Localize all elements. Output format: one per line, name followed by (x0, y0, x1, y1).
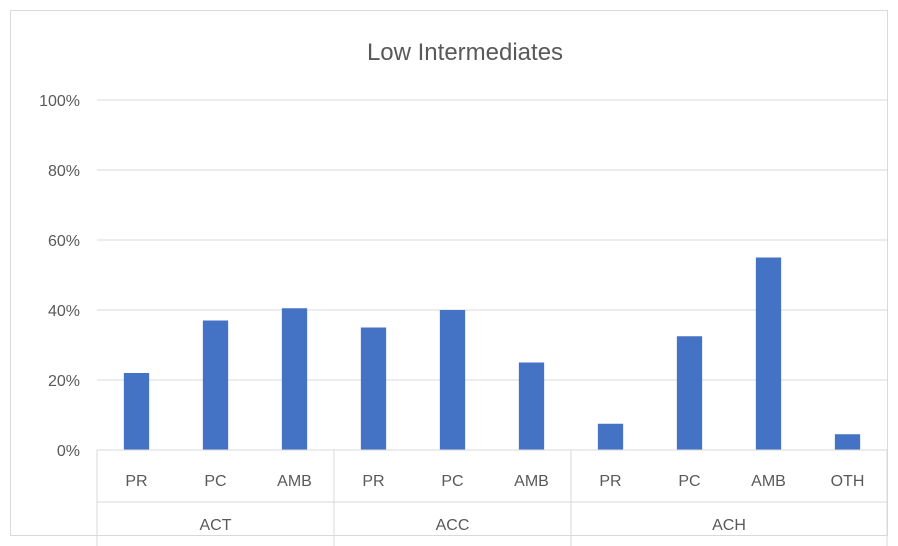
x-tick-label: PR (599, 473, 621, 490)
y-axis-ticks: 0% 20% 40% 60% 80% 100% (39, 93, 80, 460)
y-tick-label: 60% (48, 233, 80, 250)
x-tick-label: AMB (751, 473, 786, 490)
bar-act-pc (202, 320, 229, 450)
y-tick-label: 100% (39, 93, 80, 110)
x-tick-label: AMB (514, 473, 549, 490)
x-group-label: ACT (200, 517, 232, 534)
x-tick-label: OTH (831, 473, 865, 490)
x-tick-label: AMB (277, 473, 312, 490)
x-tick-label: PR (125, 473, 147, 490)
bar-act-amb (281, 308, 308, 450)
chart-title: Low Intermediates (367, 39, 563, 66)
bars (123, 257, 861, 450)
y-tick-label: 20% (48, 373, 80, 390)
y-tick-label: 40% (48, 303, 80, 320)
bar-ach-pr (597, 423, 624, 450)
x-tick-label: PR (362, 473, 384, 490)
y-tick-label: 80% (48, 163, 80, 180)
x-tick-label: PC (678, 473, 700, 490)
bar-ach-pc (676, 336, 703, 450)
bar-ach-amb (755, 257, 782, 450)
x-group-label: ACC (436, 517, 470, 534)
gridlines (97, 99, 887, 381)
y-tick-label: 0% (57, 443, 80, 460)
x-group-label: ACH (712, 517, 746, 534)
x-tick-label: PC (204, 473, 226, 490)
bar-act-pr (123, 373, 150, 450)
bar-acc-pr (360, 327, 387, 450)
x-axis: PR PC AMB ACT PR PC AMB ACC PR PC AMB OTH ACH (96, 449, 888, 546)
bar-acc-amb (518, 362, 545, 450)
x-tick-label: PC (441, 473, 463, 490)
bar-ach-oth (834, 434, 861, 450)
bar-acc-pc (439, 310, 466, 450)
